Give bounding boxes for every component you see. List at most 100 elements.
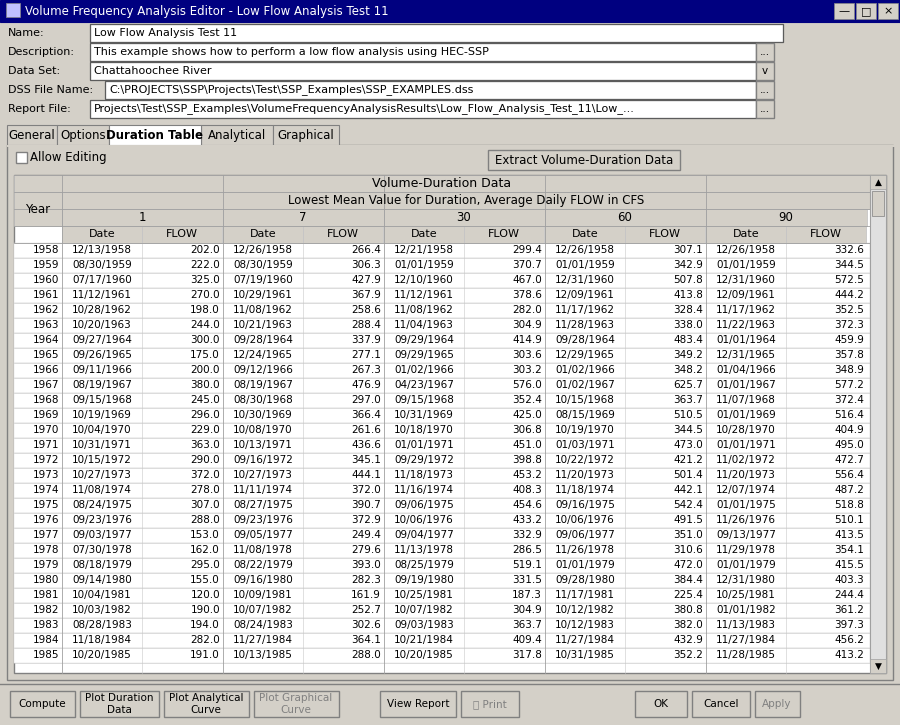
Text: 282.0: 282.0 (190, 635, 220, 645)
Text: 398.8: 398.8 (512, 455, 542, 465)
Text: Date: Date (410, 229, 437, 239)
Text: 08/27/1975: 08/27/1975 (233, 500, 292, 510)
Text: 282.3: 282.3 (351, 575, 381, 585)
Text: 11/22/1963: 11/22/1963 (716, 320, 776, 330)
Text: 10/13/1971: 10/13/1971 (233, 440, 292, 450)
Text: 299.4: 299.4 (512, 245, 542, 255)
Bar (105, 81, 756, 99)
Text: 10/12/1982: 10/12/1982 (555, 605, 615, 615)
Text: 364.1: 364.1 (351, 635, 381, 645)
Text: 1982: 1982 (32, 605, 59, 615)
Text: 09/29/1972: 09/29/1972 (394, 455, 454, 465)
Text: ▲: ▲ (875, 178, 881, 186)
Bar (706, 209, 867, 226)
Text: 10/04/1981: 10/04/1981 (72, 590, 132, 600)
Text: 572.5: 572.5 (834, 275, 864, 285)
Text: 1979: 1979 (32, 560, 59, 570)
Text: 11/16/1974: 11/16/1974 (394, 485, 454, 495)
Text: Description:: Description: (8, 47, 75, 57)
Text: 08/30/1968: 08/30/1968 (233, 395, 292, 405)
Text: Volume Frequency Analysis Editor - Low Flow Analysis Test 11: Volume Frequency Analysis Editor - Low F… (25, 4, 389, 17)
Text: 363.7: 363.7 (673, 395, 703, 405)
Text: 11/18/1984: 11/18/1984 (72, 635, 132, 645)
Text: 09/28/1964: 09/28/1964 (555, 335, 615, 345)
Text: 1976: 1976 (32, 515, 59, 525)
Text: 🖨 Print: 🖨 Print (473, 699, 507, 709)
Text: 90: 90 (778, 210, 794, 223)
Text: 10/19/1969: 10/19/1969 (72, 410, 132, 420)
Text: 1981: 1981 (32, 590, 59, 600)
Text: 267.3: 267.3 (351, 365, 381, 375)
Text: 427.9: 427.9 (351, 275, 381, 285)
Text: 363.0: 363.0 (190, 440, 220, 450)
Bar (62, 192, 870, 209)
Text: 279.6: 279.6 (351, 545, 381, 555)
Text: Apply: Apply (762, 699, 792, 709)
Text: 510.5: 510.5 (673, 410, 703, 420)
Text: 10/12/1983: 10/12/1983 (555, 620, 615, 630)
Text: 10/08/1970: 10/08/1970 (233, 425, 292, 435)
Text: 11/29/1978: 11/29/1978 (716, 545, 776, 555)
Text: 303.2: 303.2 (512, 365, 542, 375)
Bar (14, 438, 870, 453)
Text: 1969: 1969 (32, 410, 59, 420)
Bar (488, 150, 680, 170)
Text: 01/01/1979: 01/01/1979 (555, 560, 615, 570)
Text: 09/14/1980: 09/14/1980 (72, 575, 132, 585)
Text: 10/29/1961: 10/29/1961 (233, 290, 292, 300)
Text: 09/16/1975: 09/16/1975 (555, 500, 615, 510)
Bar (14, 483, 870, 498)
Bar (755, 691, 800, 717)
Text: 337.9: 337.9 (351, 335, 381, 345)
Bar (14, 453, 870, 468)
Bar (14, 423, 870, 438)
Text: 11/07/1968: 11/07/1968 (716, 395, 776, 405)
Text: 295.0: 295.0 (190, 560, 220, 570)
Text: 11/08/1974: 11/08/1974 (72, 485, 132, 495)
Bar (756, 43, 774, 61)
Text: 09/03/1983: 09/03/1983 (394, 620, 454, 630)
Text: 11/27/1984: 11/27/1984 (716, 635, 776, 645)
Bar (7, 145, 900, 147)
Text: DSS File Name:: DSS File Name: (8, 85, 93, 95)
Text: 08/25/1979: 08/25/1979 (394, 560, 454, 570)
Text: 304.9: 304.9 (512, 320, 542, 330)
Text: 366.4: 366.4 (351, 410, 381, 420)
Text: 01/01/1982: 01/01/1982 (716, 605, 776, 615)
Text: 162.0: 162.0 (190, 545, 220, 555)
Text: 409.4: 409.4 (512, 635, 542, 645)
Text: 372.0: 372.0 (351, 485, 381, 495)
Text: 1961: 1961 (32, 290, 59, 300)
Text: 290.0: 290.0 (191, 455, 220, 465)
Text: 380.8: 380.8 (673, 605, 703, 615)
Text: 306.8: 306.8 (512, 425, 542, 435)
Text: 11/02/1972: 11/02/1972 (716, 455, 776, 465)
Text: 304.9: 304.9 (512, 605, 542, 615)
Text: 332.6: 332.6 (834, 245, 864, 255)
Text: 07/19/1960: 07/19/1960 (233, 275, 292, 285)
Text: Date: Date (572, 229, 598, 239)
Bar (90, 43, 756, 61)
Bar (90, 24, 783, 42)
Text: 12/10/1960: 12/10/1960 (394, 275, 454, 285)
Text: 10/28/1970: 10/28/1970 (716, 425, 776, 435)
Text: 202.0: 202.0 (191, 245, 220, 255)
Text: Graphical: Graphical (277, 128, 335, 141)
Text: v: v (762, 66, 768, 76)
Text: 432.9: 432.9 (673, 635, 703, 645)
Bar (7, 125, 57, 145)
Text: 10/03/1982: 10/03/1982 (72, 605, 132, 615)
Text: 153.0: 153.0 (190, 530, 220, 540)
Text: 307.0: 307.0 (191, 500, 220, 510)
Text: 296.0: 296.0 (190, 410, 220, 420)
Bar (14, 588, 870, 603)
Text: 10/21/1984: 10/21/1984 (394, 635, 454, 645)
Text: 556.4: 556.4 (834, 470, 864, 480)
Text: 518.8: 518.8 (834, 500, 864, 510)
Text: 11/28/1985: 11/28/1985 (716, 650, 776, 660)
Bar (6, 3, 20, 17)
Bar (14, 273, 870, 288)
Text: 10/15/1972: 10/15/1972 (72, 455, 132, 465)
Bar (461, 691, 519, 717)
Text: 10/30/1969: 10/30/1969 (233, 410, 292, 420)
